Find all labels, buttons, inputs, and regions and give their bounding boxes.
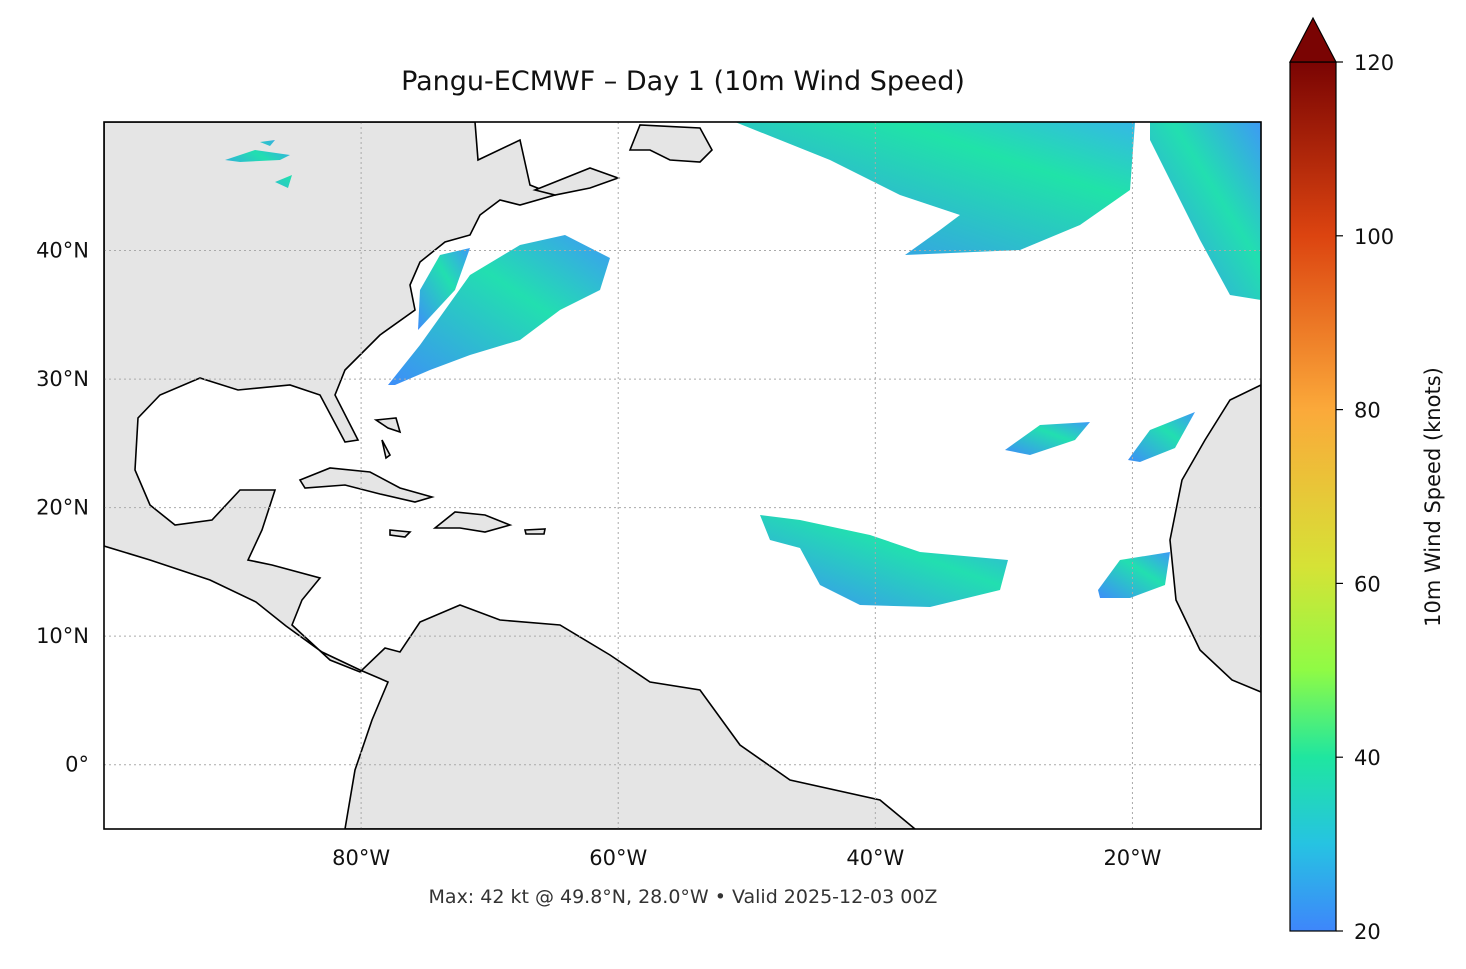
- colorbar-tick-label: 40: [1354, 746, 1381, 770]
- lat-tick-label: 30°N: [36, 367, 89, 391]
- nova-scotia: [532, 167, 621, 196]
- lon-tick-label: 60°W: [589, 846, 647, 870]
- lat-tick-label: 0°: [65, 753, 89, 777]
- lat-tick-label: 10°N: [36, 624, 89, 648]
- newfoundland: [628, 124, 713, 163]
- cuba: [298, 467, 435, 503]
- colorbar-tick-label: 80: [1354, 399, 1381, 423]
- puerto-rico: [523, 528, 546, 535]
- colorbar-tick-label: 100: [1354, 225, 1394, 249]
- lon-tick-label: 20°W: [1103, 846, 1161, 870]
- map-frame: [103, 121, 1262, 830]
- wind-field: [225, 122, 1261, 607]
- map-title: Pangu-ECMWF – Day 1 (10m Wind Speed): [401, 66, 965, 97]
- colorbar-extend-arrow: [1289, 16, 1337, 63]
- map-area: [104, 122, 1261, 829]
- colorbar-tick-label: 120: [1354, 51, 1394, 75]
- lon-tick-label: 40°W: [846, 846, 904, 870]
- colorbar: [1289, 61, 1337, 932]
- lat-tick-label: 20°N: [36, 496, 89, 520]
- map-footer: Max: 42 kt @ 49.8°N, 28.0°W • Valid 2025…: [429, 886, 938, 908]
- colorbar-label: 10m Wind Speed (knots): [1421, 367, 1445, 627]
- colorbar-tick-label: 20: [1354, 920, 1381, 944]
- americas: [104, 122, 917, 829]
- lon-tick-label: 80°W: [332, 846, 390, 870]
- jamaica: [389, 529, 412, 538]
- bahamas: [373, 417, 402, 460]
- colorbar-tick-label: 60: [1354, 572, 1381, 596]
- lat-tick-label: 40°N: [36, 239, 89, 263]
- africa: [1169, 384, 1261, 693]
- hispaniola: [432, 511, 513, 533]
